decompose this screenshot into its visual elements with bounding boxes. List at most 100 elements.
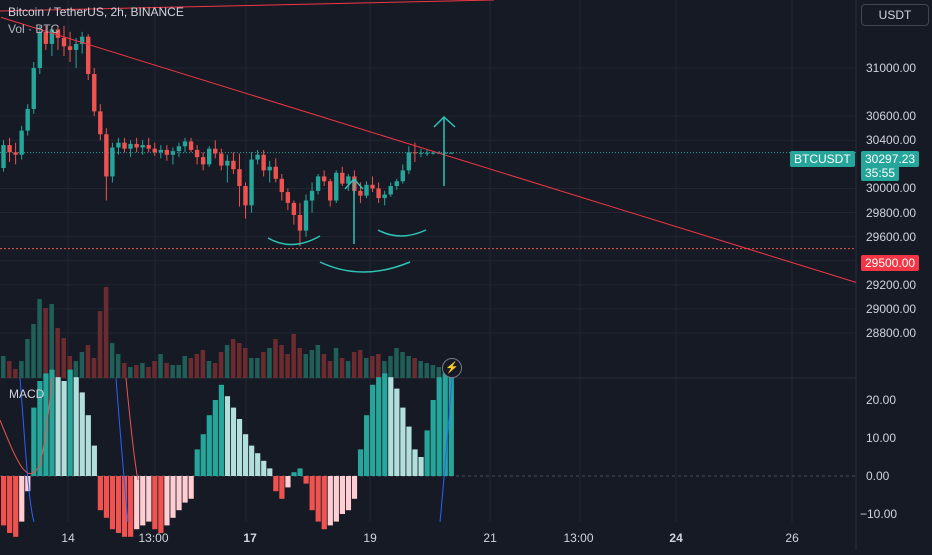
volume-bar [303,354,308,378]
candle-body [182,141,188,147]
macd-bar [79,392,85,476]
candle-body [116,142,121,148]
candle-body [279,178,284,193]
candle-body [140,145,145,148]
volume-bar [182,356,187,378]
lightning-icon[interactable]: ⚡ [442,358,462,378]
candle-body [37,31,42,68]
macd-bar [182,476,188,503]
macd-bar [67,369,73,476]
macd-bar [291,472,297,476]
volume-bar [61,338,66,378]
left-shoulder-curve [267,235,321,246]
volume-label: Vol · BTC [8,22,60,36]
macd-lines [0,377,453,523]
volume-bar [236,343,242,378]
currency-selector-button[interactable]: USDT [861,4,929,26]
volume-bar [249,358,254,378]
volume-bar [43,308,48,378]
candle-body [104,134,109,177]
candle-body [418,152,424,154]
macd-bar [279,476,285,499]
volume-bar [122,363,127,378]
volume-bar [152,361,157,378]
macd-bar [170,476,176,518]
macd-bar [321,476,327,530]
macd-bar [273,476,279,492]
macd-bar [412,449,418,476]
volume-bar [255,358,260,378]
candle-body [243,186,248,206]
macd-bar [430,400,436,476]
candle-body [364,184,369,196]
candles [1,25,454,247]
macd-bar [194,449,200,476]
macd-bar [285,476,291,488]
price-tick-label: 29600.00 [866,229,917,244]
candle-body [297,214,303,231]
volume-bar [188,358,194,378]
upper-trendline [0,0,495,12]
macd-signal-line [0,377,53,475]
candle-body [370,184,375,189]
price-tick-label: 29000.00 [866,301,917,316]
target-arrow-head [433,115,456,128]
macd-bar [370,384,376,476]
volume-bar [109,343,115,378]
time-tick-label: 26 [785,531,799,545]
volume-bar [418,361,423,378]
candle-body [67,46,73,50]
macd-bar [388,377,394,476]
volume-bar [67,356,73,378]
macd-bar [49,369,55,476]
volume-bar [103,287,109,378]
volume-bar [436,367,442,378]
macd-bar [164,476,170,526]
volume-bar [273,339,278,378]
time-tick-label: 21 [483,531,497,545]
macd-bar [200,434,206,476]
price-tick-label: 30400.00 [866,133,917,148]
right-shoulder-curve [377,229,427,237]
candle-body [79,36,85,44]
candle-body [334,172,339,201]
candle-body [449,152,454,154]
candle-body [158,149,163,153]
candle-body [122,142,127,149]
volume-bar [25,339,30,378]
macd-bar [188,476,194,499]
candle-body [328,181,333,201]
macd-bar [115,476,122,533]
candle-body [55,29,61,38]
candle-body [321,176,327,182]
volume-bar [430,365,436,378]
candle-body [430,152,436,154]
macd-bar [382,373,388,476]
candle-body [358,190,363,196]
volume-bar [55,328,60,378]
candle-body [152,148,157,153]
macd-bar [339,476,345,514]
macd-bar [236,419,243,476]
candle-body [176,146,182,152]
macd-line [19,377,35,523]
macd-bar [394,388,400,476]
candle-body [13,152,18,155]
macd-bar [122,476,128,537]
symbol-price-tag: BTCUSDT [790,151,855,167]
time-tick-label: 13:00 [138,531,169,545]
candle-body [309,190,315,201]
macd-bar [158,476,164,533]
volume-bar [333,348,339,378]
candle-body [200,157,206,165]
volume-bar [412,358,417,378]
candle-body [61,37,67,47]
volume-bar [140,363,145,378]
last-price-tag: 30297.23 [861,151,920,167]
macd-bar [1,476,7,526]
support-price-tag: 29500.00 [861,255,920,271]
macd-bar [140,476,146,526]
symbol-title[interactable]: Bitcoin / TetherUS, 2h, BINANCE [8,5,184,19]
